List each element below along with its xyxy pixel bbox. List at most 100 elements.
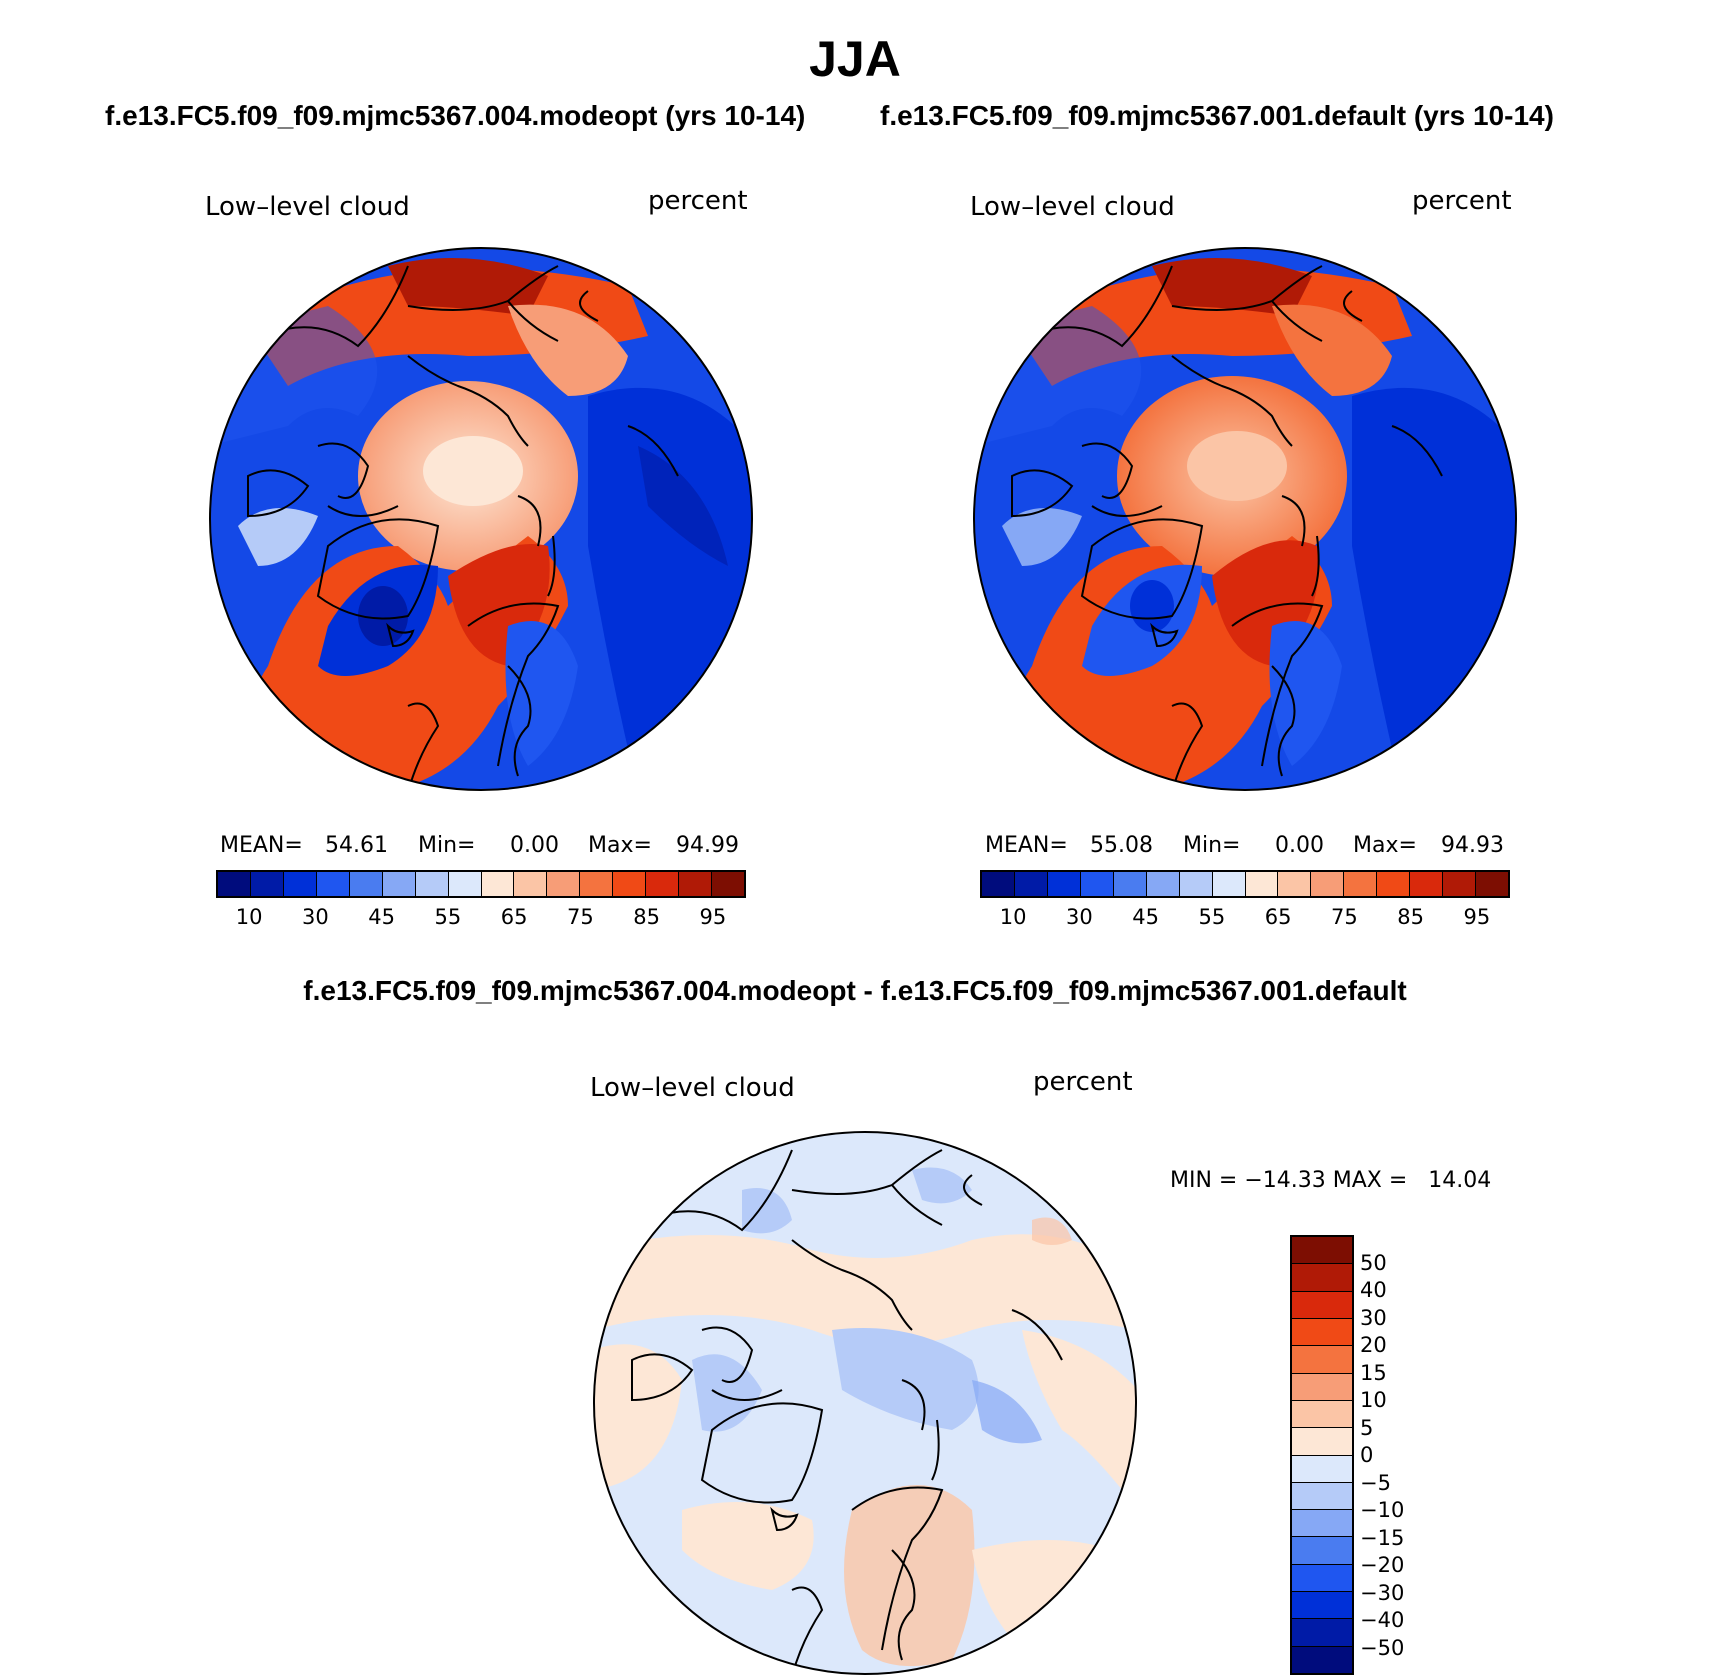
colorbar-tick-label: −40: [1360, 1608, 1405, 1632]
difference-title: f.e13.FC5.f09_f09.mjmc5367.004.modeopt -…: [303, 975, 1407, 1006]
colorbar-swatch: [1292, 1482, 1352, 1511]
colorbar-swatch: [1344, 872, 1378, 896]
colorbar-tick-label: −20: [1360, 1553, 1405, 1577]
colorbar-swatch: [1292, 1400, 1352, 1429]
panel-1-max-value: 94.99: [676, 833, 739, 858]
colorbar-swatch: [1292, 1373, 1352, 1401]
colorbar-swatch: [712, 872, 744, 896]
panel-1-mean-label: MEAN=: [220, 833, 303, 858]
colorbar-swatch: [580, 872, 614, 896]
panel-1-min-value: 0.00: [510, 833, 559, 858]
panel-2-units-label: percent: [1412, 186, 1512, 216]
colorbar-swatch: [1212, 872, 1246, 896]
colorbar-tick-label: 85: [1397, 905, 1424, 929]
colorbar-swatch: [218, 872, 251, 896]
colorbar-swatch: [415, 872, 449, 896]
colorbar-swatch: [679, 872, 713, 896]
colorbar-tick-label: 45: [1132, 905, 1159, 929]
colorbar-swatch: [1292, 1318, 1352, 1347]
panel-1-max-label: Max=: [588, 833, 652, 858]
colorbar-tick-label: 30: [302, 905, 329, 929]
colorbar-swatch: [448, 872, 482, 896]
difference-units-label: percent: [1033, 1067, 1133, 1097]
colorbar-tick-label: 75: [1331, 905, 1358, 929]
colorbar-swatch: [1278, 872, 1312, 896]
panel-1-polar-map: [209, 247, 753, 791]
colorbar-swatch: [481, 872, 515, 896]
colorbar-swatch: [1292, 1537, 1352, 1565]
difference-colorbar: [1290, 1235, 1354, 1675]
colorbar-tick-label: 10: [235, 905, 263, 929]
colorbar-tick-label: 85: [633, 905, 660, 929]
colorbar-swatch: [514, 872, 548, 896]
difference-minmax: MIN = −14.33 MAX = 14.04: [1170, 1168, 1492, 1193]
colorbar-tick-label: 95: [699, 905, 727, 929]
colorbar-swatch: [349, 872, 383, 896]
panel-2-polar-map: [973, 247, 1517, 791]
panel-2-mean-value: 55.08: [1090, 833, 1153, 858]
colorbar-tick-label: 50: [1360, 1250, 1387, 1275]
colorbar-swatch: [382, 872, 416, 896]
colorbar-tick-label: −10: [1360, 1498, 1405, 1522]
panel-2-colorbar-ticks: 10 30 45 55 65 75 85 95: [980, 905, 1510, 935]
colorbar-swatch: [646, 872, 680, 896]
colorbar-tick-label: 55: [1198, 905, 1226, 929]
difference-polar-map: [593, 1131, 1137, 1675]
panel-1-colorbar: [216, 870, 746, 898]
panel-1-colorbar-ticks: 10 30 45 55 65 75 85 95: [216, 905, 746, 935]
colorbar-swatch: [1080, 872, 1114, 896]
colorbar-tick-label: 55: [434, 905, 462, 929]
colorbar-swatch: [1292, 1264, 1352, 1292]
colorbar-swatch: [982, 872, 1015, 896]
colorbar-tick-label: −30: [1360, 1580, 1405, 1605]
colorbar-swatch: [1292, 1428, 1352, 1456]
panel-1-case-title: f.e13.FC5.f09_f09.mjmc5367.004.modeopt (…: [105, 100, 806, 131]
panel-1-mean-value: 54.61: [325, 833, 388, 858]
colorbar-tick-label: −5: [1360, 1470, 1391, 1495]
panel-2-max-value: 94.93: [1441, 833, 1504, 858]
panel-1-variable-label: Low–level cloud: [205, 192, 410, 222]
colorbar-tick-label: 45: [368, 905, 395, 929]
colorbar-tick-label: 15: [1360, 1360, 1387, 1385]
colorbar-swatch: [1179, 872, 1213, 896]
colorbar-swatch: [1410, 872, 1444, 896]
colorbar-swatch: [1443, 872, 1477, 896]
colorbar-tick-label: 20: [1360, 1333, 1387, 1357]
colorbar-swatch: [1014, 872, 1048, 896]
panel-1-units-label: percent: [648, 186, 748, 216]
panel-2-colorbar: [980, 870, 1510, 898]
colorbar-tick-label: 30: [1066, 905, 1093, 929]
colorbar-swatch: [1113, 872, 1147, 896]
colorbar-tick-label: 10: [1360, 1388, 1387, 1412]
colorbar-tick-label: 65: [500, 905, 528, 929]
colorbar-tick-label: 95: [1463, 905, 1491, 929]
difference-colorbar-ticks: 50 40 30 20 15 10 5 0 −5 −10 −15 −20 −30 −40 −50: [1360, 1235, 1440, 1675]
panel-2-case-title: f.e13.FC5.f09_f09.mjmc5367.001.default (…: [880, 100, 1554, 131]
colorbar-swatch: [1292, 1455, 1352, 1483]
colorbar-tick-label: 65: [1264, 905, 1292, 929]
panel-2-min-label: Min=: [1183, 833, 1241, 858]
colorbar-swatch: [1292, 1619, 1352, 1647]
difference-variable-label: Low–level cloud: [590, 1073, 795, 1103]
colorbar-swatch: [250, 872, 284, 896]
colorbar-swatch: [1292, 1646, 1352, 1673]
panel-2-min-value: 0.00: [1275, 833, 1324, 858]
colorbar-swatch: [316, 872, 350, 896]
figure-title: JJA: [809, 31, 901, 87]
colorbar-swatch: [1292, 1346, 1352, 1374]
colorbar-swatch: [283, 872, 317, 896]
colorbar-swatch: [1292, 1291, 1352, 1319]
colorbar-tick-label: 30: [1360, 1305, 1387, 1330]
panel-1-min-label: Min=: [418, 833, 476, 858]
colorbar-tick-label: 40: [1360, 1278, 1387, 1302]
colorbar-tick-label: −50: [1360, 1635, 1405, 1660]
colorbar-swatch: [613, 872, 647, 896]
colorbar-tick-label: 10: [999, 905, 1027, 929]
colorbar-swatch: [1292, 1510, 1352, 1538]
colorbar-swatch: [1292, 1564, 1352, 1593]
colorbar-tick-label: 75: [567, 905, 594, 929]
colorbar-tick-label: 5: [1360, 1415, 1374, 1440]
colorbar-tick-label: 0: [1360, 1443, 1374, 1467]
colorbar-tick-label: −15: [1360, 1525, 1405, 1550]
panel-2-max-label: Max=: [1353, 833, 1417, 858]
